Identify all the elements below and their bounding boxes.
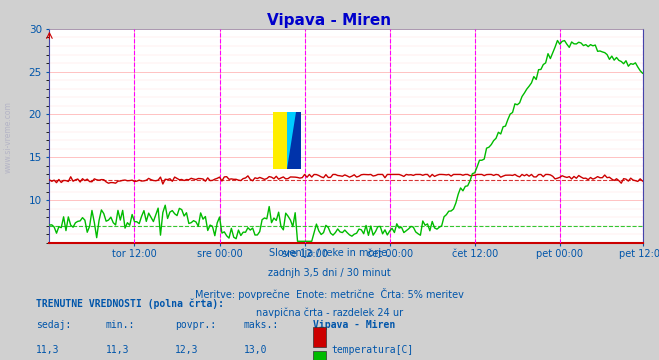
Text: Slovenija / reke in morje.: Slovenija / reke in morje. [269,248,390,258]
Bar [287,112,296,169]
Text: Vipava - Miren: Vipava - Miren [268,13,391,28]
Text: temperatura[C]: temperatura[C] [331,345,414,355]
Text: 11,3: 11,3 [36,345,60,355]
Text: min.:: min.: [105,320,135,330]
Text: Vipava - Miren: Vipava - Miren [313,320,395,330]
Text: 11,3: 11,3 [105,345,129,355]
Text: TRENUTNE VREDNOSTI (polna črta):: TRENUTNE VREDNOSTI (polna črta): [36,299,224,309]
Text: 12,3: 12,3 [175,345,198,355]
Text: povpr.:: povpr.: [175,320,215,330]
Text: 13,0: 13,0 [244,345,268,355]
Polygon shape [287,112,301,169]
Text: maks.:: maks.: [244,320,279,330]
Text: navpična črta - razdelek 24 ur: navpična črta - razdelek 24 ur [256,308,403,318]
Text: www.si-vreme.com: www.si-vreme.com [4,101,13,173]
Text: Meritve: povprečne  Enote: metrične  Črta: 5% meritev: Meritve: povprečne Enote: metrične Črta:… [195,288,464,300]
Text: sedaj:: sedaj: [36,320,71,330]
Text: zadnjh 3,5 dni / 30 minut: zadnjh 3,5 dni / 30 minut [268,268,391,278]
Bar [273,112,287,169]
